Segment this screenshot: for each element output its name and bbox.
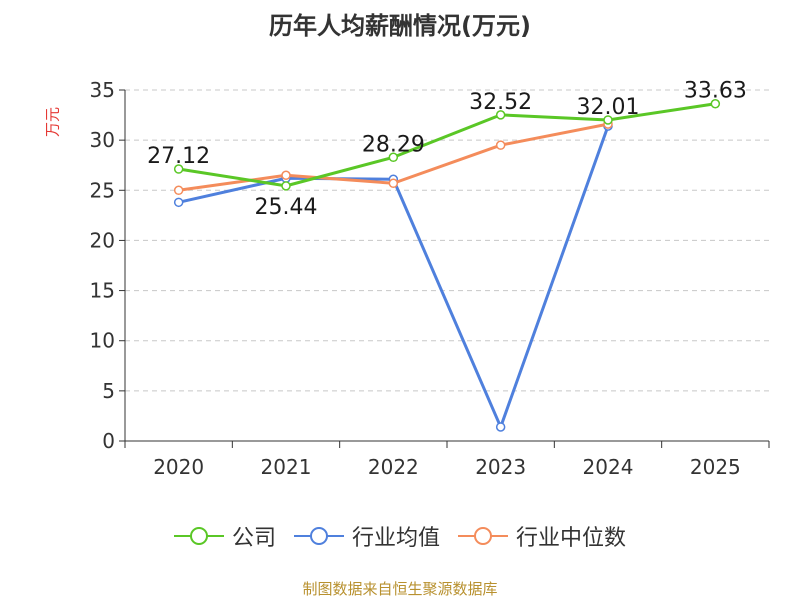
- legend-item-industry-mean[interactable]: 行业均值: [293, 520, 440, 552]
- x-tick-label: 2022: [368, 455, 419, 479]
- legend-item-industry-median[interactable]: 行业中位数: [458, 520, 626, 552]
- data-label: 27.12: [147, 144, 210, 169]
- x-tick-label: 2023: [475, 455, 526, 479]
- x-tick-label: 2025: [690, 455, 741, 479]
- legend-swatch-company: [173, 527, 224, 545]
- data-point: [603, 115, 613, 125]
- y-tick-label: 30: [90, 128, 115, 152]
- y-tick-label: 25: [90, 178, 115, 202]
- legend-swatch-industry-median: [458, 527, 508, 545]
- legend-label-industry-mean: 行业均值: [351, 526, 440, 551]
- data-point: [495, 422, 506, 432]
- y-tick-label: 35: [90, 78, 115, 102]
- data-point: [495, 140, 506, 150]
- chart-title: 历年人均薪酬情况(万元): [269, 12, 531, 40]
- data-point: [281, 170, 291, 180]
- x-tick-label: 2024: [583, 455, 634, 479]
- x-tick-label: 2020: [153, 455, 204, 479]
- legend: 公司 行业均值 行业中位数: [0, 520, 800, 552]
- data-label: 25.44: [255, 195, 318, 220]
- series-line-0: [178, 102, 716, 188]
- y-tick-label: 0: [102, 429, 115, 453]
- data-point: [173, 185, 184, 196]
- data-source-note: 制图数据来自恒生聚源数据库: [302, 580, 498, 598]
- data-point: [173, 197, 184, 208]
- data-point: [281, 181, 291, 191]
- legend-swatch-industry-mean: [293, 527, 344, 545]
- data-point: [388, 152, 399, 163]
- y-tick-label: 20: [90, 228, 115, 252]
- legend-label-industry-median: 行业中位数: [516, 526, 627, 551]
- legend-item-company[interactable]: 公司: [173, 520, 276, 552]
- data-point: [388, 178, 399, 189]
- y-tick-label: 10: [90, 329, 115, 353]
- data-point: [173, 164, 184, 174]
- data-point: [710, 98, 721, 109]
- series-line-1: [178, 125, 610, 429]
- data-label: 28.29: [362, 132, 425, 157]
- data-label: 33.63: [684, 79, 747, 104]
- legend-label-company: 公司: [231, 526, 276, 551]
- data-label: 32.01: [577, 95, 640, 120]
- data-label: 32.52: [469, 90, 532, 115]
- x-tick-label: 2021: [261, 455, 312, 479]
- y-tick-label: 5: [102, 379, 115, 403]
- y-tick-label: 15: [90, 279, 115, 303]
- data-point: [495, 110, 506, 120]
